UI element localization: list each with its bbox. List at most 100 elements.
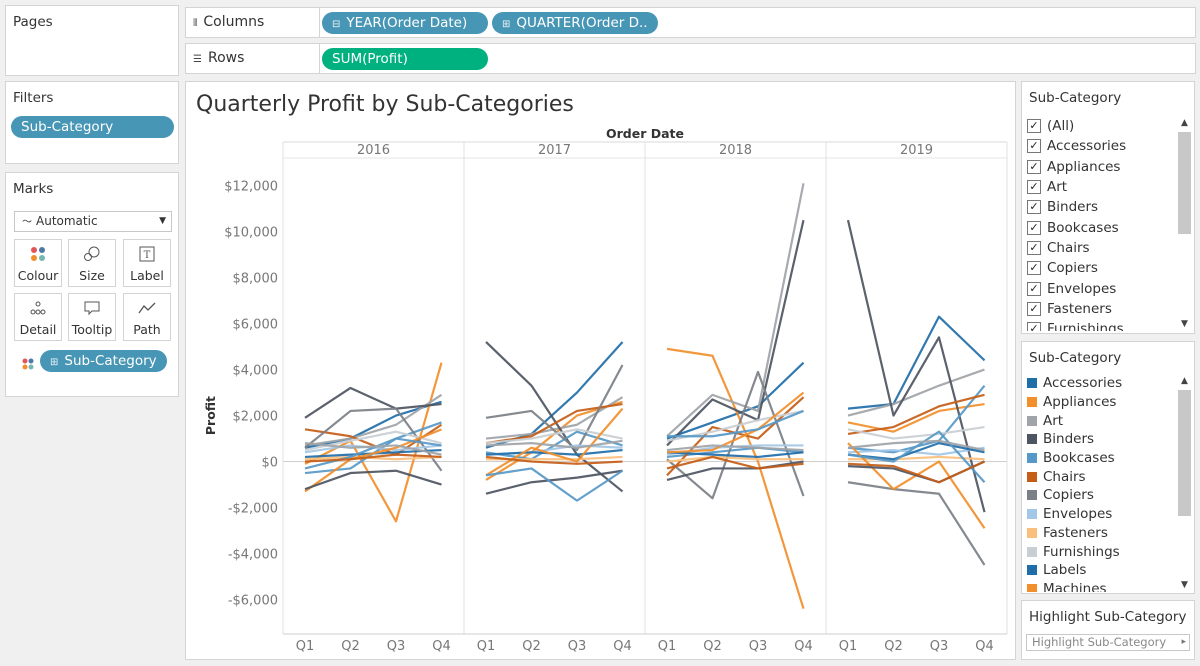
x-tick-label: Q2 — [703, 639, 722, 654]
checkbox-icon[interactable]: ✓ — [1027, 159, 1041, 174]
scroll-thumb[interactable] — [1178, 132, 1191, 234]
size-label: Size — [79, 268, 105, 283]
filter-pill-sub-category[interactable]: Sub-Category — [11, 116, 174, 138]
checkbox-icon[interactable]: ✓ — [1027, 200, 1041, 215]
column-pill-quarter[interactable]: ⊞ QUARTER(Order D.. — [492, 12, 658, 34]
series-line — [846, 219, 986, 513]
legend-item[interactable]: Labels — [1027, 561, 1177, 580]
filters-title: Filters — [13, 90, 54, 106]
legend-scrollbar[interactable]: ▲ ▼ — [1176, 374, 1193, 592]
legend-item[interactable]: Fasteners — [1027, 524, 1177, 543]
chart-title: Quarterly Profit by Sub-Categories — [196, 92, 574, 117]
series-line — [847, 315, 986, 410]
mark-type-dropdown[interactable]: 〜 Automatic ▼ — [14, 211, 172, 232]
size-button[interactable]: Size — [68, 239, 116, 287]
marks-pill-sub-category[interactable]: ⊞ Sub-Category — [40, 350, 167, 372]
legend-item[interactable]: Binders — [1027, 430, 1177, 449]
column-pill-year[interactable]: ⊟ YEAR(Order Date) — [322, 12, 488, 34]
legend-item[interactable]: Furnishings — [1027, 542, 1177, 561]
legend-item[interactable]: Envelopes — [1027, 505, 1177, 524]
x-tick-label: Q2 — [341, 639, 360, 654]
filter-item[interactable]: ✓ Copiers — [1027, 258, 1177, 278]
filter-item[interactable]: ✓ Art — [1027, 177, 1177, 197]
checkbox-icon[interactable]: ✓ — [1027, 301, 1041, 316]
legend-item[interactable]: Accessories — [1027, 374, 1177, 393]
series-line — [666, 370, 805, 500]
y-tick-label: $12,000 — [224, 180, 278, 195]
checkbox-icon[interactable]: ✓ — [1027, 220, 1041, 235]
path-button[interactable]: Path — [123, 293, 171, 341]
legend-item[interactable]: Chairs — [1027, 467, 1177, 486]
checkbox-icon[interactable]: ✓ — [1027, 240, 1041, 255]
path-label: Path — [133, 322, 161, 337]
label-button[interactable]: T Label — [123, 239, 171, 287]
filter-item-label: Art — [1047, 179, 1068, 196]
legend-item[interactable]: Bookcases — [1027, 449, 1177, 468]
series-line — [666, 446, 804, 459]
y-tick-label: $0 — [261, 456, 278, 471]
scroll-up-icon[interactable]: ▲ — [1181, 118, 1188, 128]
checkbox-icon[interactable]: ✓ — [1027, 139, 1041, 154]
filter-item[interactable]: ✓ Appliances — [1027, 157, 1177, 177]
colour-icon — [22, 355, 34, 374]
series-line — [666, 391, 805, 454]
columns-label: Columns — [203, 14, 265, 30]
column-pill-quarter-label: QUARTER(Order D.. — [516, 15, 648, 31]
filter-item[interactable]: ✓ Accessories — [1027, 136, 1177, 156]
year-label: 2016 — [357, 143, 390, 158]
legend-item-label: Art — [1043, 412, 1064, 429]
scroll-up-icon[interactable]: ▲ — [1181, 376, 1188, 386]
tooltip-button[interactable]: Tooltip — [68, 293, 116, 341]
filter-item[interactable]: ✓ Chairs — [1027, 238, 1177, 258]
filter-item-label: Copiers — [1047, 260, 1098, 277]
series-line — [485, 467, 624, 502]
series-line — [485, 341, 624, 493]
highlight-input[interactable]: Highlight Sub-Category ▸ — [1026, 634, 1190, 651]
legend-swatch — [1027, 471, 1037, 482]
checkbox-icon[interactable]: ✓ — [1027, 281, 1041, 296]
x-tick-label: Q3 — [568, 639, 587, 654]
legend-swatch — [1027, 565, 1037, 576]
tooltip-icon — [69, 300, 115, 322]
series-line — [847, 430, 986, 483]
legend-item-label: Labels — [1043, 562, 1087, 579]
filter-scrollbar[interactable]: ▲ ▼ — [1176, 116, 1193, 331]
marks-panel: Marks 〜 Automatic ▼ Colour Size T Label D… — [5, 172, 179, 397]
checkbox-icon[interactable]: ✓ — [1027, 119, 1041, 134]
colour-button[interactable]: Colour — [14, 239, 62, 287]
filter-item[interactable]: ✓ Envelopes — [1027, 278, 1177, 298]
filter-item[interactable]: ✓ (All) — [1027, 116, 1177, 136]
checkbox-icon[interactable]: ✓ — [1027, 180, 1041, 195]
legend-item[interactable]: Appliances — [1027, 393, 1177, 412]
scroll-thumb[interactable] — [1178, 390, 1191, 516]
filter-item-label: Chairs — [1047, 239, 1090, 256]
filter-item[interactable]: ✓ Furnishings — [1027, 319, 1177, 331]
detail-icon — [15, 300, 61, 322]
series-line — [847, 442, 985, 461]
legend-item[interactable]: Art — [1027, 411, 1177, 430]
series-line — [666, 451, 804, 459]
x-tick-label: Q1 — [477, 639, 496, 654]
detail-button[interactable]: Detail — [14, 293, 62, 341]
series-line — [666, 455, 804, 470]
row-pill-sum-profit[interactable]: SUM(Profit) — [322, 48, 488, 70]
series-line — [666, 347, 805, 610]
scroll-down-icon[interactable]: ▼ — [1181, 580, 1188, 590]
legend-item[interactable]: Machines — [1027, 580, 1177, 592]
x-tick-label: Q2 — [522, 639, 541, 654]
checkbox-icon[interactable]: ✓ — [1027, 261, 1041, 276]
filter-card-title: Sub-Category — [1029, 90, 1122, 106]
legend-item[interactable]: Copiers — [1027, 486, 1177, 505]
pages-panel: Pages — [5, 5, 179, 76]
legend-swatch — [1027, 490, 1037, 501]
detail-label: Detail — [19, 322, 57, 337]
filter-item[interactable]: ✓ Fasteners — [1027, 299, 1177, 319]
checkbox-icon[interactable]: ✓ — [1027, 322, 1041, 331]
columns-icon: ⦀ — [193, 18, 198, 29]
scroll-down-icon[interactable]: ▼ — [1181, 319, 1188, 329]
filters-panel: Filters Sub-Category — [5, 81, 179, 164]
legend-item-label: Fasteners — [1043, 524, 1108, 541]
colour-label: Colour — [17, 268, 59, 283]
filter-item[interactable]: ✓ Bookcases — [1027, 217, 1177, 237]
filter-item[interactable]: ✓ Binders — [1027, 197, 1177, 217]
